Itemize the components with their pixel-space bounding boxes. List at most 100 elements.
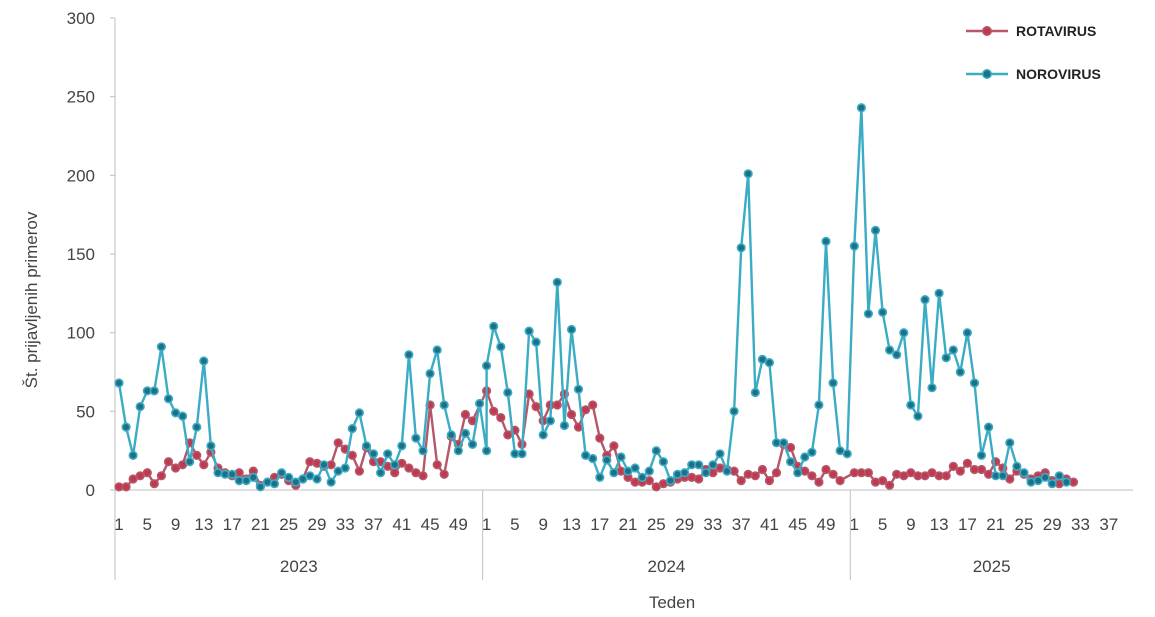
x-tick-label: 13	[194, 515, 213, 534]
data-point-rotavirus	[785, 442, 796, 453]
x-tick-label: 37	[1099, 515, 1118, 534]
data-point-norovirus	[467, 439, 478, 450]
data-point-norovirus	[531, 337, 541, 347]
data-point-norovirus	[764, 358, 775, 368]
legend-label-rotavirus: ROTAVIRUS	[1016, 23, 1096, 39]
x-tick-label: 29	[675, 515, 694, 534]
x-tick-label: 9	[538, 515, 547, 534]
data-point-norovirus	[658, 457, 669, 467]
x-tick-label: 5	[143, 515, 152, 534]
x-tick-label: 5	[878, 515, 887, 534]
data-point-rotavirus	[404, 463, 414, 473]
x-tick-label: 21	[986, 515, 1005, 534]
data-point-norovirus	[609, 468, 619, 478]
year-label: 2024	[648, 557, 686, 576]
x-tick-label: 9	[906, 515, 915, 534]
x-tick-label: 5	[510, 515, 519, 534]
data-point-norovirus	[651, 446, 661, 456]
data-point-norovirus	[340, 463, 350, 473]
data-point-norovirus	[899, 328, 909, 338]
data-point-rotavirus	[828, 469, 838, 479]
data-point-rotavirus	[750, 471, 760, 481]
data-point-rotavirus	[354, 466, 365, 476]
legend-label-norovirus: NOROVIRUS	[1016, 66, 1101, 82]
data-point-norovirus	[439, 400, 449, 410]
y-tick-label: 50	[76, 402, 95, 421]
data-point-norovirus	[496, 342, 506, 352]
data-point-norovirus	[793, 468, 803, 478]
data-point-norovirus	[248, 472, 258, 483]
data-point-norovirus	[517, 449, 527, 459]
y-axis: 0 50 100 150 200 250 300	[67, 9, 116, 500]
data-point-norovirus	[545, 416, 555, 426]
data-point-rotavirus	[764, 476, 775, 486]
data-point-rotavirus	[503, 430, 513, 440]
y-tick-label: 150	[67, 245, 95, 264]
data-point-rotavirus	[580, 405, 591, 415]
x-tick-label: 33	[336, 515, 355, 534]
data-point-norovirus	[595, 472, 605, 483]
x-tick-label: 45	[421, 515, 440, 534]
data-point-rotavirus	[588, 400, 598, 410]
data-point-norovirus	[807, 447, 817, 457]
data-point-norovirus	[206, 441, 216, 451]
data-point-norovirus	[694, 460, 704, 470]
data-point-norovirus	[361, 441, 372, 451]
data-point-norovirus	[559, 420, 570, 431]
data-point-rotavirus	[694, 474, 704, 484]
data-point-norovirus	[411, 433, 421, 443]
data-point-norovirus	[489, 321, 499, 332]
data-point-norovirus	[863, 309, 874, 319]
y-axis-title: Št. prijavljenih primerov	[22, 211, 41, 388]
data-point-norovirus	[566, 324, 577, 335]
data-point-norovirus	[856, 103, 867, 113]
data-point-norovirus	[934, 288, 944, 298]
data-point-norovirus	[1012, 461, 1022, 472]
data-point-norovirus	[715, 449, 725, 459]
data-point-rotavirus	[496, 413, 506, 423]
x-tick-label: 1	[482, 515, 491, 534]
data-point-norovirus	[453, 446, 464, 456]
data-point-norovirus	[390, 460, 400, 470]
data-point-norovirus	[701, 468, 711, 478]
data-point-rotavirus	[156, 471, 166, 481]
data-point-rotavirus	[149, 479, 159, 489]
x-axis-title: Teden	[649, 593, 695, 612]
y-tick-label: 300	[67, 9, 95, 28]
data-point-rotavirus	[736, 476, 746, 486]
data-point-rotavirus	[460, 409, 471, 420]
x-tick-label: 49	[449, 515, 468, 534]
y-tick-label: 100	[67, 324, 95, 343]
data-point-norovirus	[185, 457, 195, 467]
x-tick-label: 41	[760, 515, 779, 534]
data-point-rotavirus	[884, 480, 895, 490]
x-tick-label: 13	[562, 515, 581, 534]
data-point-norovirus	[665, 476, 676, 486]
data-point-norovirus	[1047, 479, 1057, 489]
data-point-norovirus	[976, 450, 987, 461]
data-point-norovirus	[199, 356, 209, 366]
data-point-norovirus	[722, 466, 732, 476]
data-point-norovirus	[446, 430, 456, 440]
data-point-norovirus	[842, 449, 852, 459]
data-point-norovirus	[482, 446, 492, 456]
data-point-rotavirus	[807, 471, 817, 481]
data-point-norovirus	[269, 479, 280, 489]
data-point-norovirus	[460, 428, 471, 439]
x-tick-label: 45	[788, 515, 807, 534]
x-tick-label: 13	[930, 515, 949, 534]
data-point-norovirus	[128, 450, 138, 461]
x-tick-label: 25	[1014, 515, 1033, 534]
data-point-norovirus	[121, 422, 131, 432]
data-point-norovirus	[552, 277, 562, 287]
data-point-norovirus	[1040, 472, 1050, 483]
data-point-norovirus	[821, 236, 831, 246]
series-norovirus	[114, 103, 1071, 492]
data-point-norovirus	[192, 422, 202, 432]
data-point-rotavirus	[757, 464, 768, 475]
y-tick-label: 250	[67, 88, 95, 107]
data-point-norovirus	[425, 369, 435, 379]
data-point-norovirus	[708, 460, 718, 470]
data-point-rotavirus	[390, 468, 400, 478]
